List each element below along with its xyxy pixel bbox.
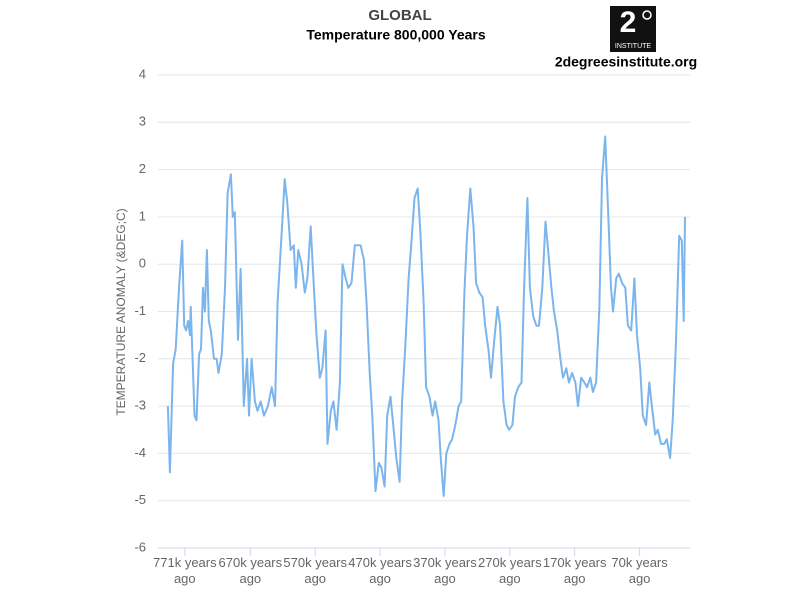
- x-tick-label: 470k years ago: [348, 555, 412, 586]
- y-tick-label: 1: [139, 208, 146, 223]
- y-axis-title: TEMPERATURE ANOMALY (&DEG;C): [114, 208, 128, 415]
- logo-site: 2degreesinstitute.org: [555, 54, 697, 70]
- logo-caption: INSTITUTE: [615, 43, 651, 50]
- x-tick-label: 570k years ago: [283, 555, 347, 586]
- chart-subtitle: Temperature 800,000 Years: [306, 27, 485, 43]
- y-tick-label: -6: [134, 539, 146, 554]
- line: [166, 135, 686, 497]
- logo-box: [610, 6, 656, 52]
- x-tick-label: 70k years ago: [611, 555, 668, 586]
- y-tick-label: 3: [139, 114, 146, 129]
- x-tick-label: 270k years ago: [478, 555, 542, 586]
- x-tick-label: 670k years ago: [218, 555, 283, 586]
- y-tick-label: 4: [139, 66, 146, 81]
- x-tick-label: 771k years ago: [153, 555, 217, 586]
- chart-title: GLOBAL: [368, 7, 431, 24]
- y-tick-label: 0: [139, 256, 146, 271]
- y-tick-label: -4: [134, 445, 146, 460]
- logo-degree: [642, 10, 652, 20]
- y-tick-label: -2: [134, 350, 146, 365]
- x-tick-label: 170k years ago: [542, 555, 607, 586]
- x-tick-label: 370k years ago: [413, 555, 477, 586]
- y-tick-label: -5: [134, 492, 146, 507]
- y-tick-label: -3: [134, 398, 146, 413]
- y-tick-label: 2: [139, 161, 146, 176]
- logo-mark: 2: [620, 6, 637, 39]
- y-tick-label: -1: [134, 303, 146, 318]
